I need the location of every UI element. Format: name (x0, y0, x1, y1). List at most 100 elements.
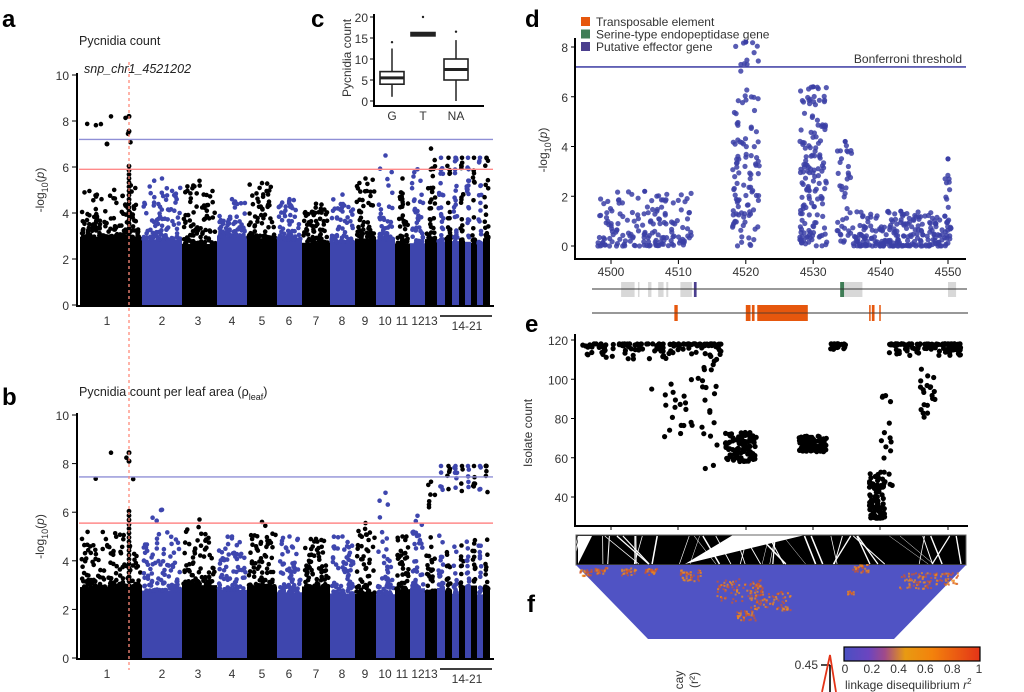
d-snp-point (942, 176, 948, 182)
b-snp-point (395, 552, 401, 558)
a-ytick-label: 10 (56, 69, 70, 83)
d-snp-point (809, 200, 815, 206)
f-ld-cell (648, 568, 651, 570)
a-snp-point (257, 185, 262, 191)
f-ld-cell (956, 572, 959, 575)
d-snp-point (919, 243, 926, 249)
f-ld-cell (621, 574, 623, 577)
f-ld-cell (753, 605, 756, 607)
a-snp-point (447, 209, 453, 215)
e-point (670, 389, 676, 395)
a-snp-point (329, 237, 334, 242)
b-snp-point (175, 540, 181, 545)
a-snp-point (370, 203, 376, 208)
f-ld-cell (633, 570, 636, 573)
d-snp-point (866, 242, 873, 248)
f-colorbar-label-r: r (963, 678, 968, 692)
b-snp-point (347, 580, 353, 585)
d-snp-point (649, 198, 655, 204)
a-snp-point (94, 215, 100, 221)
a-snp-point (288, 212, 293, 218)
b-snp-point (270, 569, 276, 575)
f-ld-cell (917, 583, 920, 586)
d-snp-point (664, 191, 670, 197)
d-snp-point (635, 228, 642, 234)
b-chr-block (410, 588, 425, 658)
a-snp-point (389, 169, 395, 175)
b-snp-point (176, 546, 182, 552)
f-ld-cell (739, 612, 742, 615)
b-snp-point (465, 554, 471, 559)
f-ld-cell (757, 606, 760, 609)
a-snp-point (246, 235, 252, 240)
b-snp-point (149, 578, 155, 584)
a-snp-point (255, 219, 260, 224)
a-snp-point (188, 199, 193, 205)
a-chr-block (452, 241, 459, 305)
d-snp-point (741, 214, 747, 220)
b-peak-point (159, 507, 165, 513)
a-snp-point (397, 224, 403, 229)
a-snp-point (368, 189, 373, 195)
a-xtick-label: 7 (313, 314, 320, 328)
b-snp-point (349, 543, 355, 548)
a-snp-point (292, 214, 298, 220)
d-snp-point (670, 200, 676, 206)
c-ytick-label: 5 (361, 74, 368, 88)
d-snp-point (598, 196, 604, 202)
b-xtick-label: 9 (362, 667, 369, 681)
a-snp-point (476, 193, 482, 198)
b-snp-point (459, 481, 464, 486)
f-ld-cell (924, 573, 927, 576)
e-point (931, 388, 937, 395)
b-snp-point (279, 538, 285, 544)
a-peak-point (108, 114, 114, 119)
f-ld-cell (917, 576, 920, 579)
b-snp-point (111, 548, 116, 554)
d-snp-point (823, 85, 829, 91)
d-snp-point (798, 229, 804, 235)
e-point (585, 352, 591, 358)
b-snp-point (371, 568, 376, 573)
a-snp-point (304, 226, 309, 232)
b-snp-point (465, 558, 470, 563)
d-snp-point (799, 211, 805, 217)
a-snp-point (420, 234, 426, 240)
b-chr-block (330, 593, 355, 658)
f-ld-cell (920, 575, 923, 578)
a-snp-point (212, 210, 217, 216)
a-peak-point (477, 155, 483, 161)
a-ytick-label: 8 (62, 115, 69, 129)
b-ytick-label: 6 (62, 506, 69, 520)
c-box-G (379, 41, 405, 97)
a-snp-point (303, 213, 309, 219)
a-snp-point (176, 221, 181, 226)
a-snp-point (122, 234, 127, 239)
d-snp-point (925, 237, 931, 243)
b-xtick-label: 2 (159, 667, 166, 681)
a-snp-point (413, 210, 418, 215)
a-snp-point (416, 239, 421, 244)
b-snp-point (114, 577, 119, 583)
f-ld-cell (633, 568, 636, 571)
e-point (873, 489, 879, 495)
b-snp-point (230, 582, 235, 588)
a-snp-point (87, 188, 92, 194)
a-peak-point (438, 155, 444, 161)
b-snp-point (427, 589, 432, 595)
b-xtick-label: 8 (339, 667, 346, 681)
b-snp-point (335, 546, 341, 551)
d-snp-point (944, 232, 950, 239)
f-ld-cell (778, 592, 781, 595)
b-snp-point (168, 568, 174, 573)
d-snp-point (739, 239, 745, 245)
d-snp-point (734, 164, 740, 170)
b-snp-point (439, 484, 444, 490)
a-snp-point (291, 197, 297, 203)
f-ld-cell (750, 606, 753, 609)
b-snp-point (249, 536, 255, 542)
f-ld-cell (856, 570, 859, 573)
e-point (872, 493, 879, 499)
a-snp-point (398, 196, 403, 202)
d-snp-point (628, 231, 634, 237)
